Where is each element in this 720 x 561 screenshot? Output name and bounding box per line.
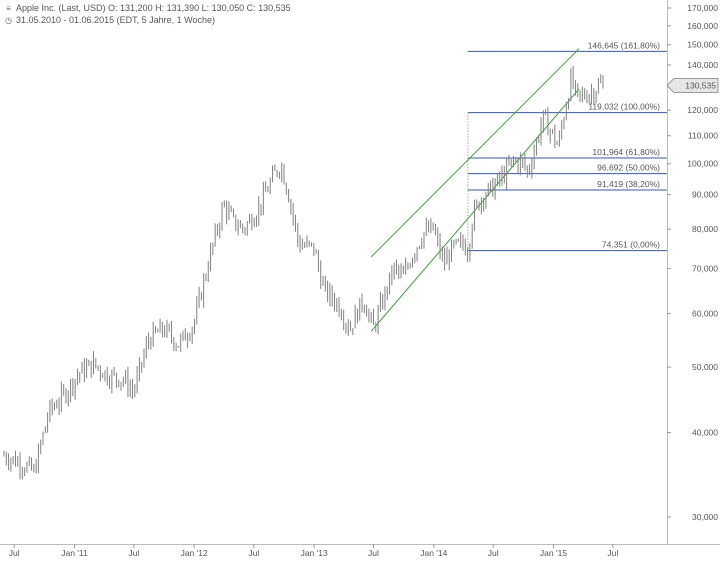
trend-channel-line xyxy=(370,88,580,332)
range-text: 31.05.2010 - 01.06.2015 (EDT, 5 Jahre, 1… xyxy=(16,15,215,25)
trend-channel-line xyxy=(370,48,580,258)
y-tick-label: 80,000 xyxy=(692,224,718,234)
y-axis: 30,000 40,000 50,000 60,000 70,000 80,000 90,0… xyxy=(667,0,718,544)
x-tick-label: Jul xyxy=(128,548,139,558)
y-tick-label: 60,000 xyxy=(692,309,718,319)
y-tick-label: 110,000 xyxy=(688,131,718,141)
fibonacci-levels: 146,645 (161,80%) 119,032 (100,00%) 101,96… xyxy=(467,40,667,252)
quote-text: Apple Inc. (Last, USD) O: 131,200 H: 131… xyxy=(16,3,291,13)
fib-level-label: 91,419 (38,20%) xyxy=(597,179,660,189)
x-axis: Jul Jan '11 Jul Jan '12 Jul Jan '13 Jul Jan '14… xyxy=(0,544,720,558)
fib-level-label: 119,032 (100,00%) xyxy=(588,102,660,112)
trend-channel xyxy=(370,48,580,332)
fib-level-label: 96,692 (50,00%) xyxy=(597,163,660,173)
fib-level-label: 74,351 (0,00%) xyxy=(602,240,660,250)
fib-level-label: 146,645 (161,80%) xyxy=(588,40,660,50)
x-tick-label: Jul xyxy=(248,548,259,558)
x-tick-label: Jan '11 xyxy=(61,548,88,558)
y-tick-label: 40,000 xyxy=(692,428,718,438)
x-tick-label: Jul xyxy=(607,548,618,558)
y-tick-label: 120,000 xyxy=(687,105,718,115)
x-tick-label: Jan '13 xyxy=(301,548,328,558)
last-value-box xyxy=(666,78,719,94)
y-tick-label: 150,000 xyxy=(687,40,718,50)
fib-level-label: 101,964 (61,80%) xyxy=(592,147,660,157)
x-tick-label: Jul xyxy=(488,548,499,558)
x-tick-label: Jul xyxy=(368,548,379,558)
last-value-marker: 130,535 xyxy=(666,78,719,94)
chart-header-range: ◷ 31.05.2010 - 01.06.2015 (EDT, 5 Jahre, … xyxy=(4,15,215,25)
price-bars xyxy=(3,65,604,480)
x-tick-label: Jan '15 xyxy=(540,548,567,558)
x-tick-label: Jul xyxy=(9,548,20,558)
y-tick-label: 140,000 xyxy=(687,60,718,70)
y-tick-label: 170,000 xyxy=(687,3,718,13)
x-tick-label: Jan '14 xyxy=(420,548,447,558)
y-tick-label: 100,000 xyxy=(687,159,718,169)
x-tick-label: Jan '12 xyxy=(181,548,208,558)
y-tick-label: 160,000 xyxy=(687,21,718,31)
y-tick-label: 70,000 xyxy=(692,263,718,273)
y-tick-label: 50,000 xyxy=(692,362,718,372)
clock-icon: ◷ xyxy=(5,16,12,25)
y-tick-label: 90,000 xyxy=(692,190,718,200)
last-value-label: 130,535 xyxy=(685,81,716,91)
chart-header-quote: ≡ Apple Inc. (Last, USD) O: 131,200 H: 13… xyxy=(4,3,291,13)
chart-icon: ≡ xyxy=(6,4,11,13)
y-tick-label: 30,000 xyxy=(692,512,718,522)
